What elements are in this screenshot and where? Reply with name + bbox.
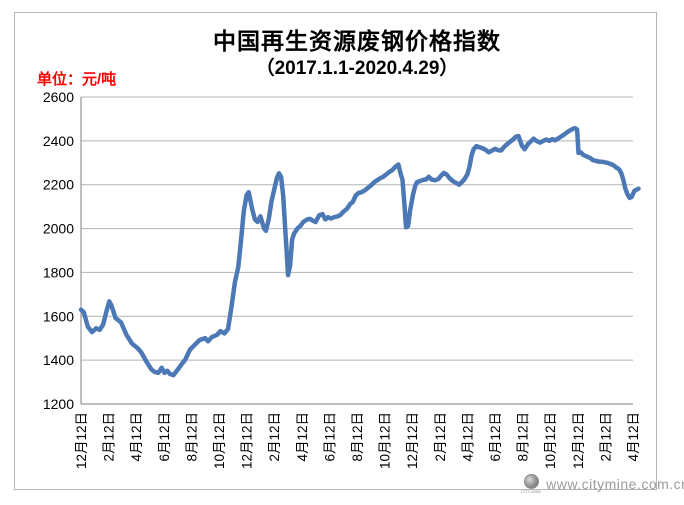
y-tick-label: 2000 <box>43 221 74 237</box>
x-tick-label: 6月12日 <box>488 412 503 462</box>
chart-title: 中国再生资源废钢价格指数 <box>213 28 501 54</box>
x-tick-label: 2月12日 <box>102 412 117 462</box>
chart-subtitle: （2017.1.1-2020.4.29） <box>255 58 459 79</box>
x-tick-label: 4月12日 <box>626 412 641 462</box>
x-tick-label: 10月12日 <box>543 412 558 469</box>
y-tick-label: 1400 <box>43 352 74 368</box>
citymine-logo-circle <box>523 474 539 489</box>
price-index-line-series <box>78 125 641 378</box>
y-tick-label: 2400 <box>43 133 74 149</box>
citymine-logo-caption: CITY MINE <box>521 489 542 494</box>
y-tick-label: 1200 <box>43 396 74 412</box>
unit-label: 单位：元/吨 <box>37 71 117 88</box>
x-tick-label: 10月12日 <box>212 412 227 469</box>
y-tick-label: 2600 <box>43 89 74 105</box>
y-tick-label: 1600 <box>43 308 74 324</box>
x-tick-label: 2月12日 <box>267 412 282 462</box>
x-tick-label: 12月12日 <box>240 412 255 469</box>
x-tick-label: 6月12日 <box>322 412 337 462</box>
x-tick-label: 8月12日 <box>350 412 365 462</box>
x-tick-label: 8月12日 <box>184 412 199 462</box>
x-tick-label: 10月12日 <box>378 412 393 469</box>
watermark: CITY MINE www.citymine.com.cn <box>521 474 684 494</box>
x-tick-label: 8月12日 <box>516 412 531 462</box>
x-tick-label: 2月12日 <box>433 412 448 462</box>
x-tick-label: 12月12日 <box>74 412 89 469</box>
y-tick-label: 2200 <box>43 177 74 193</box>
x-tick-label: 2月12日 <box>598 412 613 462</box>
x-tick-label: 4月12日 <box>129 412 144 462</box>
x-tick-label: 4月12日 <box>460 412 475 462</box>
x-tick-label: 12月12日 <box>405 412 420 469</box>
x-tick-label: 6月12日 <box>157 412 172 462</box>
x-tick-label: 12月12日 <box>571 412 586 469</box>
x-tick-label: 4月12日 <box>295 412 310 462</box>
chart-frame <box>14 12 657 490</box>
y-tick-label: 1800 <box>43 264 74 280</box>
citymine-logo-icon: CITY MINE <box>521 474 541 494</box>
watermark-url: www.citymine.com.cn <box>546 476 684 492</box>
